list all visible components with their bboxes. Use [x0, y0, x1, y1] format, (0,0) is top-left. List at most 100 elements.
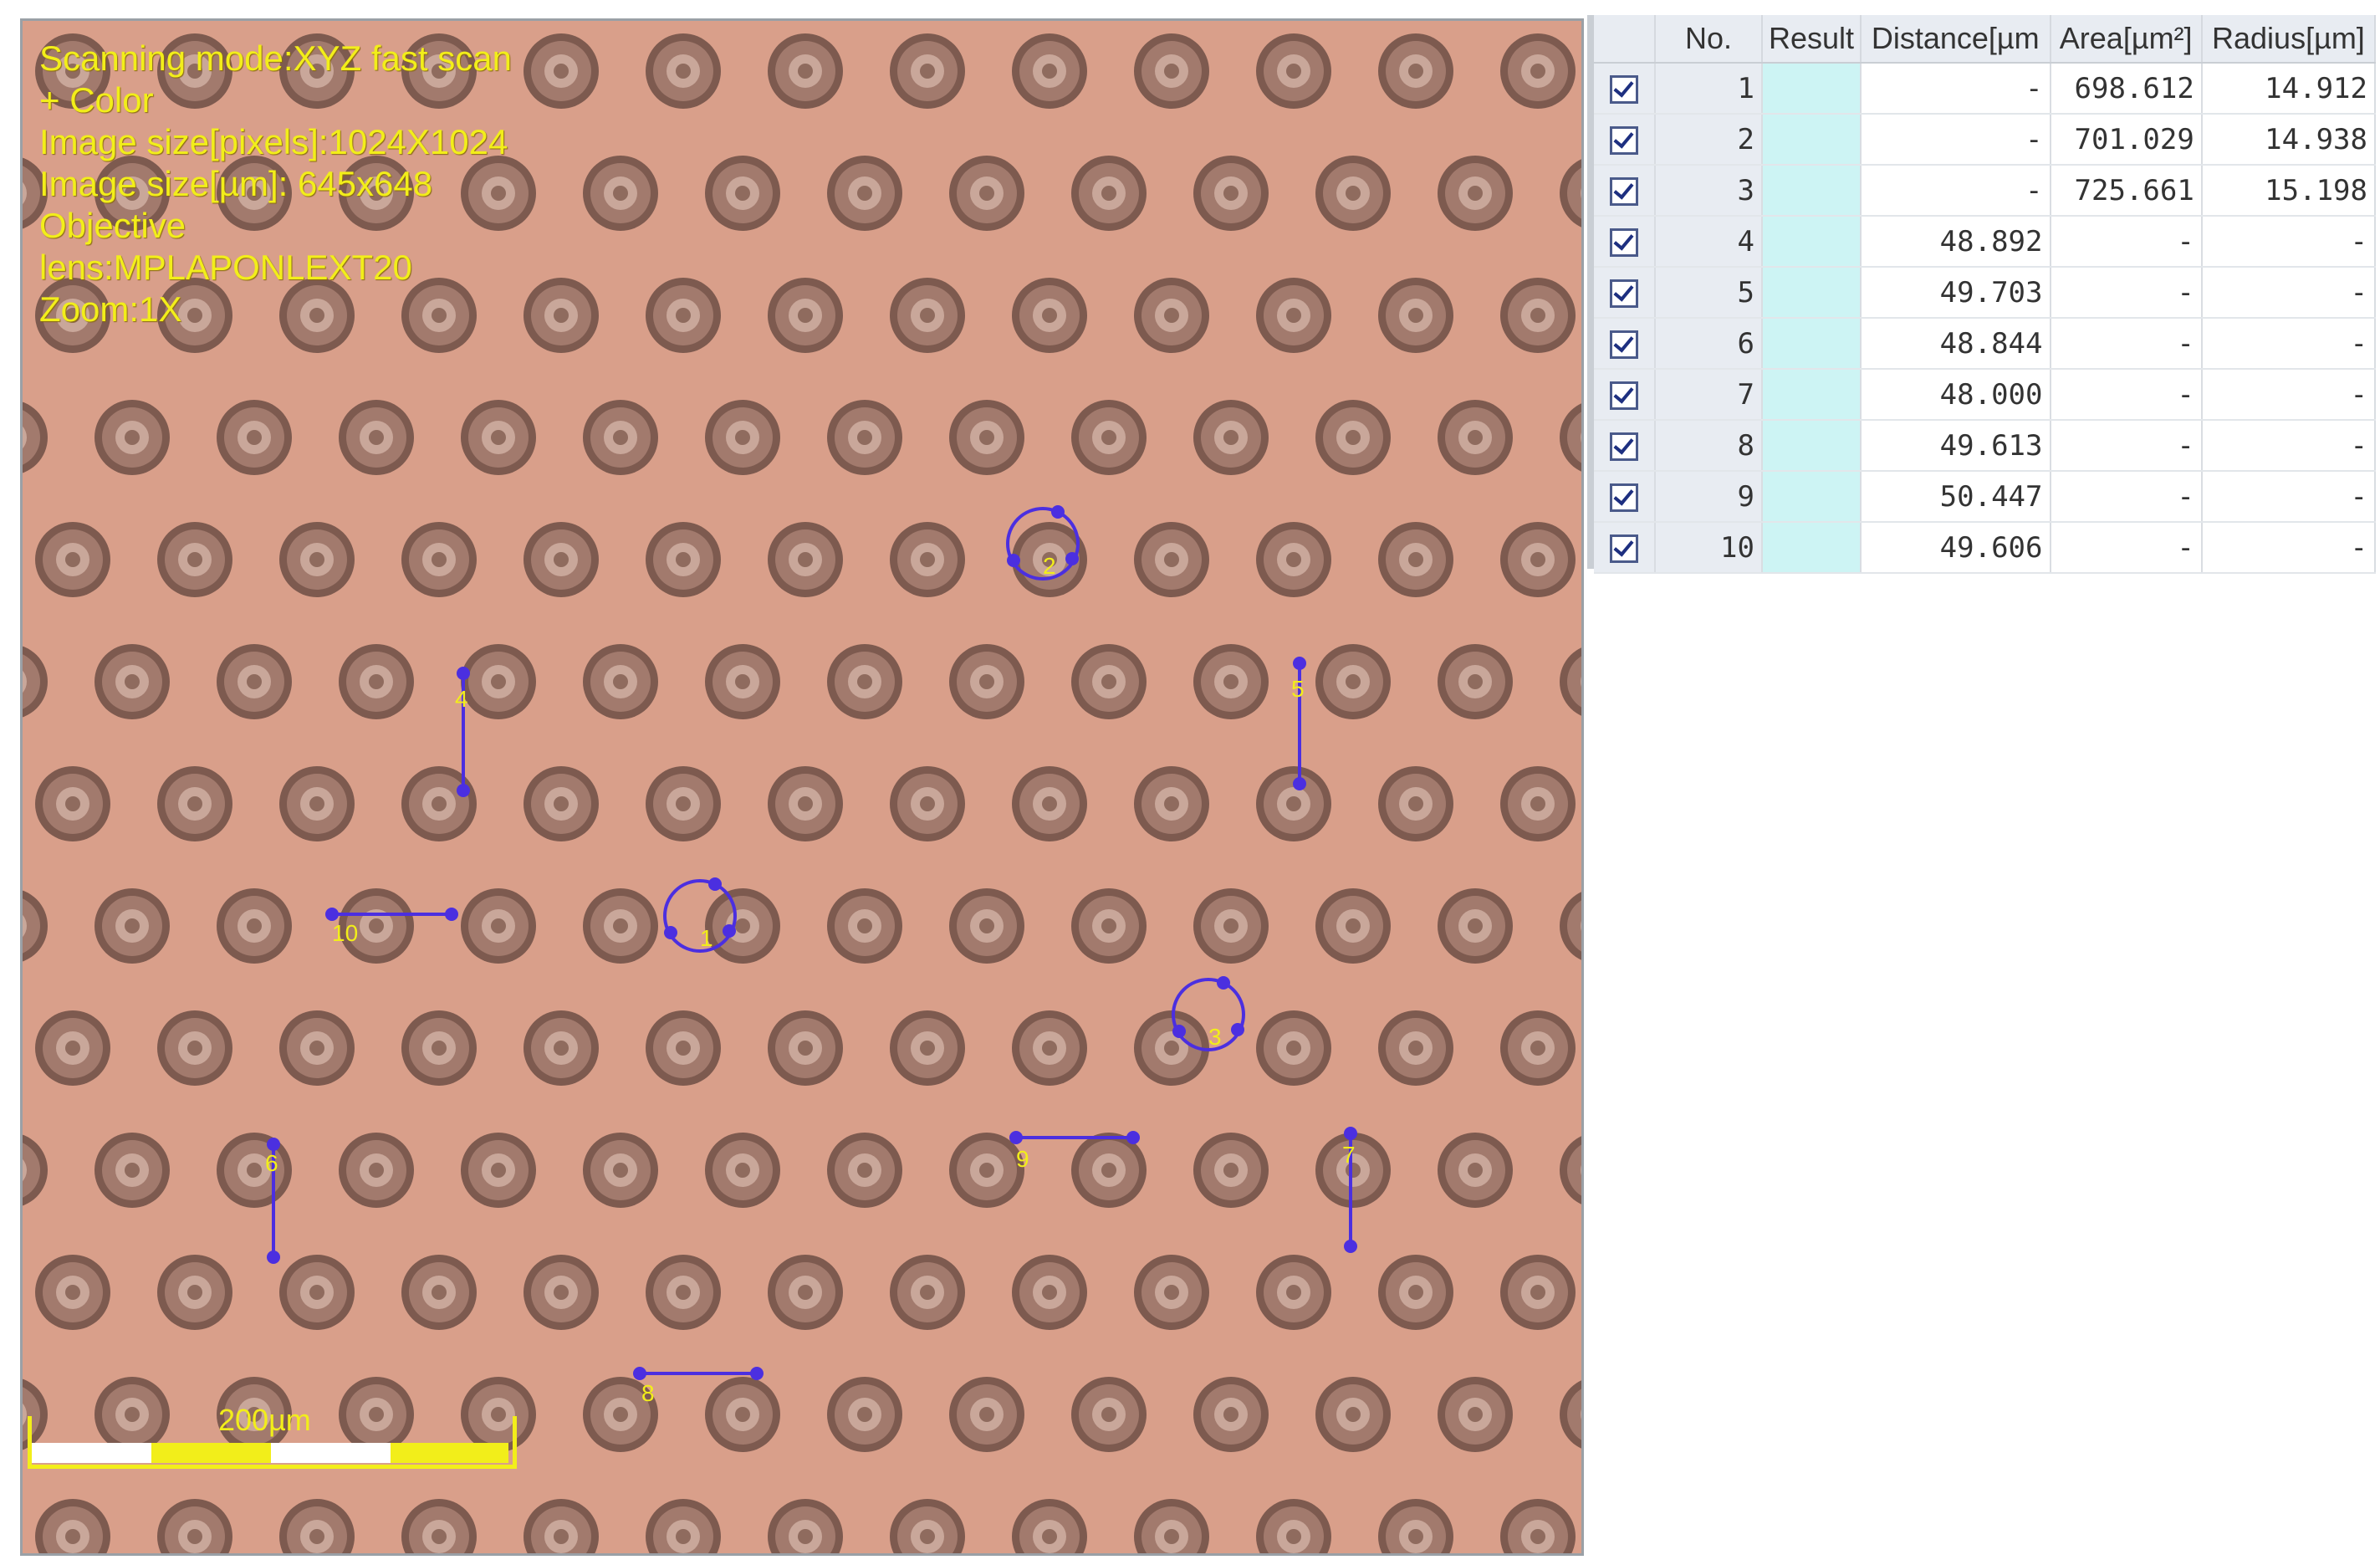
header-area[interactable]: Area[µm²]: [2050, 15, 2203, 64]
row-checkbox-cell[interactable]: [1594, 369, 1656, 421]
header-no[interactable]: No.: [1655, 15, 1763, 64]
row-checkbox-cell[interactable]: [1594, 522, 1656, 574]
checkbox-checked-icon[interactable]: [1610, 126, 1638, 155]
row-checkbox-cell[interactable]: [1594, 267, 1656, 319]
row-checkbox-cell[interactable]: [1594, 165, 1656, 217]
pad: [217, 888, 292, 964]
header-result[interactable]: Result: [1762, 15, 1862, 64]
cell-no: 5: [1655, 267, 1763, 319]
measurement-handle[interactable]: [1217, 976, 1230, 990]
measurement-handle[interactable]: [1344, 1127, 1357, 1140]
measurement-handle[interactable]: [267, 1138, 280, 1151]
measurement-handle[interactable]: [1051, 505, 1065, 519]
pad: [1315, 156, 1391, 231]
measurement-handle[interactable]: [750, 1367, 764, 1380]
measurement-handle[interactable]: [1293, 657, 1306, 670]
checkbox-checked-icon[interactable]: [1610, 483, 1638, 512]
table-row[interactable]: 9 50.447- -: [1594, 471, 2377, 523]
table-row[interactable]: 2 -701.029 14.938: [1594, 114, 2377, 166]
cell-area: -: [2050, 369, 2203, 421]
cell-radius: 15.198: [2201, 165, 2377, 217]
header-distance[interactable]: Distance[µm: [1861, 15, 2051, 64]
pad: [1378, 1010, 1453, 1086]
microscope-image-viewer[interactable]: 1 2 3 4 5 6 7 8 9 10 Scanning mode:XYZ fast scan …: [20, 18, 1584, 1556]
measurement-handle[interactable]: [1009, 1131, 1023, 1144]
measurement-handle[interactable]: [1126, 1131, 1140, 1144]
checkbox-checked-icon[interactable]: [1610, 534, 1638, 563]
pad: [1378, 522, 1453, 597]
cell-radius: -: [2201, 522, 2377, 574]
measurement-handle[interactable]: [723, 924, 736, 938]
pad: [646, 766, 721, 841]
measurement-markers[interactable]: 1 2 3 4 5 6 7 8 9 10: [265, 505, 1357, 1406]
table-row[interactable]: 10 49.606- -: [1594, 522, 2377, 574]
micrograph-image[interactable]: 1 2 3 4 5 6 7 8 9 10: [23, 21, 1581, 1553]
measurement-handle[interactable]: [708, 877, 722, 891]
checkbox-checked-icon[interactable]: [1610, 381, 1638, 410]
row-checkbox-cell[interactable]: [1594, 63, 1656, 115]
cell-no: 8: [1655, 420, 1763, 472]
pad: [890, 522, 965, 597]
header-checkbox-column[interactable]: [1594, 15, 1656, 64]
header-radius[interactable]: Radius[µm]: [2201, 15, 2377, 64]
measurement-handle[interactable]: [1007, 554, 1020, 567]
pad: [583, 888, 658, 964]
pad: [646, 33, 721, 109]
measurement-handle[interactable]: [1231, 1023, 1244, 1036]
checkbox-checked-icon[interactable]: [1610, 228, 1638, 257]
row-checkbox-cell[interactable]: [1594, 216, 1656, 268]
pad: [583, 400, 658, 475]
pad: [401, 1255, 477, 1330]
measurement-handle[interactable]: [1344, 1240, 1357, 1253]
measurement-handle[interactable]: [664, 926, 677, 939]
pad: [705, 888, 780, 964]
measurement-handle[interactable]: [633, 1367, 646, 1380]
table-row[interactable]: 1 -698.612 14.912: [1594, 63, 2377, 115]
pad: [949, 1377, 1024, 1452]
info-line-image-size-um: Image size[µm]: 645x648: [39, 164, 433, 203]
pad: [827, 888, 902, 964]
row-checkbox-cell[interactable]: [1594, 471, 1656, 523]
table-row[interactable]: 3 -725.661 15.198: [1594, 165, 2377, 217]
row-checkbox-cell[interactable]: [1594, 114, 1656, 166]
measurement-handle[interactable]: [457, 667, 470, 680]
cell-distance: -: [1861, 114, 2051, 166]
checkbox-checked-icon[interactable]: [1610, 330, 1638, 359]
pad: [1193, 644, 1269, 719]
table-row[interactable]: 6 48.844- -: [1594, 318, 2377, 370]
pad: [217, 400, 292, 475]
measurement-handle[interactable]: [267, 1250, 280, 1264]
table-row[interactable]: 7 48.000- -: [1594, 369, 2377, 421]
measurement-handle[interactable]: [457, 784, 470, 797]
cell-radius: -: [2201, 420, 2377, 472]
checkbox-checked-icon[interactable]: [1610, 279, 1638, 308]
measurement-label: 5: [1291, 676, 1305, 702]
pad: [1012, 1010, 1087, 1086]
measurement-handle[interactable]: [1172, 1025, 1186, 1038]
circle-measurement[interactable]: [1006, 507, 1080, 580]
cell-distance: 49.703: [1861, 267, 2051, 319]
checkbox-checked-icon[interactable]: [1610, 75, 1638, 104]
measurement-handle[interactable]: [1065, 552, 1079, 565]
measurement-handle[interactable]: [325, 908, 339, 921]
pad: [827, 156, 902, 231]
checkbox-checked-icon[interactable]: [1610, 432, 1638, 461]
cell-area: -: [2050, 522, 2203, 574]
circle-measurement[interactable]: [1172, 978, 1245, 1051]
pad: [1500, 1010, 1576, 1086]
pad: [279, 1499, 355, 1553]
circle-measurement[interactable]: [663, 879, 737, 953]
pad: [1560, 159, 1581, 228]
measurement-handle[interactable]: [445, 908, 458, 921]
table-row[interactable]: 5 49.703- -: [1594, 267, 2377, 319]
pad: [1193, 888, 1269, 964]
pad: [461, 156, 536, 231]
measurement-handle[interactable]: [1293, 777, 1306, 790]
row-checkbox-cell[interactable]: [1594, 318, 1656, 370]
measurement-label: 9: [1016, 1146, 1029, 1172]
table-row[interactable]: 8 49.613- -: [1594, 420, 2377, 472]
row-checkbox-cell[interactable]: [1594, 420, 1656, 472]
checkbox-checked-icon[interactable]: [1610, 177, 1638, 206]
pad: [1378, 1499, 1453, 1553]
table-row[interactable]: 4 48.892- -: [1594, 216, 2377, 268]
